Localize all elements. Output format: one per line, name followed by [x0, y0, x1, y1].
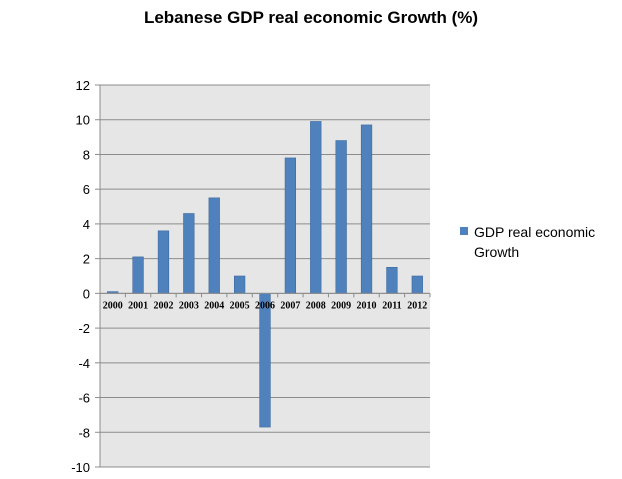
x-tick-label: 2012 [407, 300, 427, 311]
y-tick-label: -2 [78, 321, 90, 336]
bar-2010 [360, 124, 373, 294]
bar-2004 [208, 197, 220, 294]
y-tick-label: 10 [76, 113, 90, 128]
bar-2001 [132, 256, 144, 294]
y-tick-label: -6 [78, 391, 90, 406]
bar-2005 [233, 275, 246, 294]
y-tick-label: -8 [78, 425, 90, 440]
bar-2003 [183, 213, 195, 294]
chart-title: Lebanese GDP real economic Growth (%) [143, 8, 479, 27]
legend-swatch [460, 227, 468, 235]
x-tick-label: 2000 [103, 300, 123, 311]
y-tick-label: -10 [71, 460, 90, 475]
y-tick-label: 2 [83, 252, 90, 267]
bar-2007 [284, 157, 297, 294]
y-tick-label: 0 [83, 286, 90, 301]
x-tick-label: 2006 [255, 300, 275, 311]
bar-2006 [259, 293, 271, 428]
x-tick-label: 2004 [204, 300, 224, 311]
x-tick-label: 2003 [179, 300, 199, 311]
y-tick-label: -4 [78, 356, 90, 371]
bar-2002 [157, 230, 170, 294]
x-tick-label: 2008 [306, 300, 326, 311]
x-tick-label: 2010 [357, 300, 377, 311]
bar-2012 [411, 275, 423, 294]
bar-2011 [386, 267, 398, 294]
y-tick-label: 4 [83, 217, 90, 232]
x-tick-label: 2007 [280, 300, 300, 311]
y-tick-label: 6 [83, 182, 90, 197]
x-tick-label: 2011 [382, 300, 401, 311]
bar-2009 [335, 140, 347, 294]
y-tick-label: 12 [76, 78, 90, 93]
x-tick-label: 2009 [331, 300, 351, 311]
y-tick-label: 8 [83, 147, 90, 162]
legend-label: GDP real economic Growth [474, 224, 596, 260]
x-tick-label: 2005 [230, 300, 250, 311]
x-tick-label: 2001 [128, 300, 148, 311]
x-tick-label: 2002 [153, 300, 173, 311]
bar-2008 [310, 121, 322, 294]
